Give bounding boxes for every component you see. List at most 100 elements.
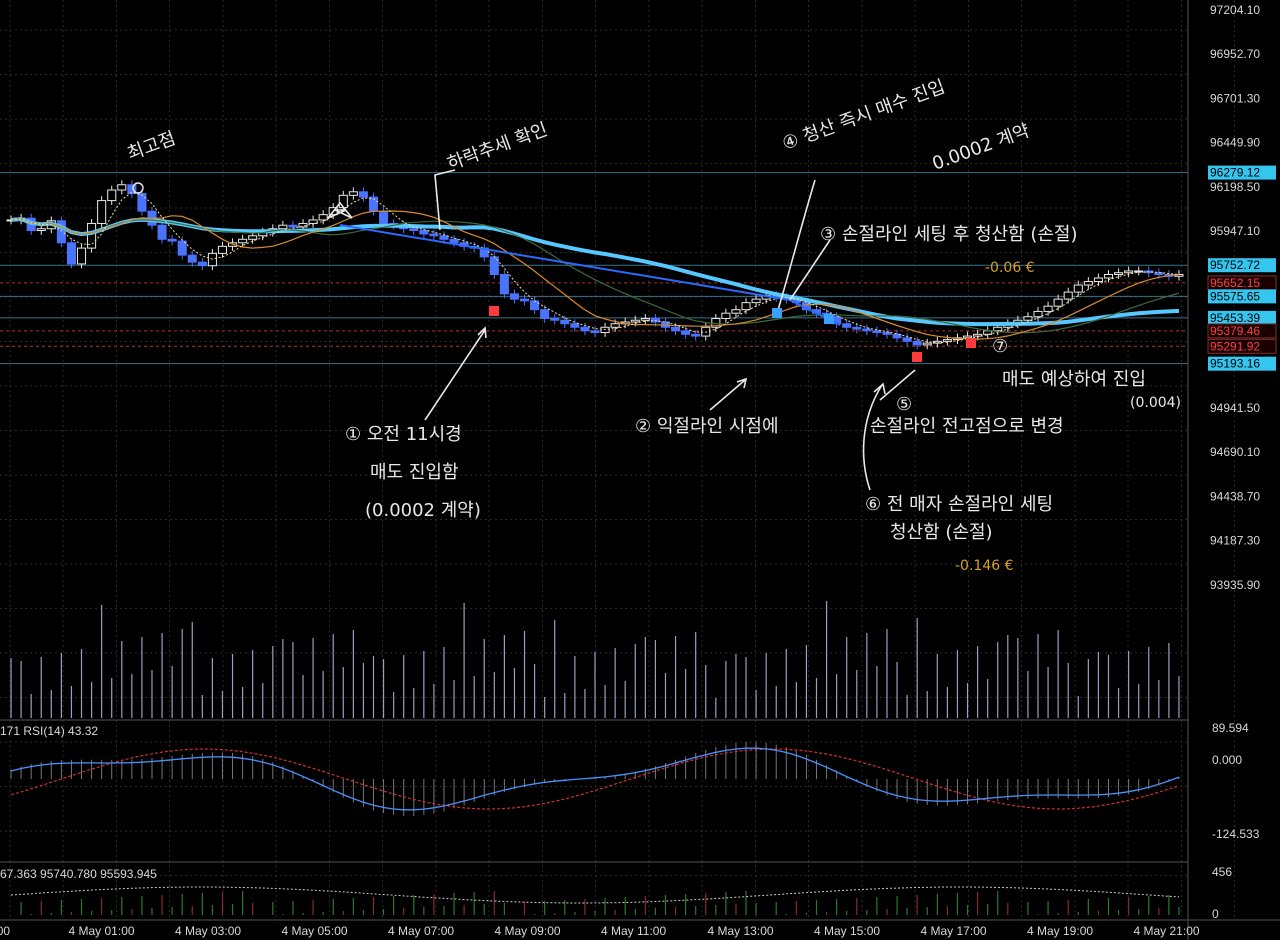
candle-body	[942, 339, 952, 342]
price-tag	[1208, 356, 1276, 371]
top-circle-icon	[132, 182, 144, 194]
rsi-panel: 171 RSI(14) 43.32 89.594 0.000 -124.533	[0, 721, 1260, 841]
price-tag	[1208, 165, 1276, 180]
arrow-6	[862, 382, 886, 491]
sell-marker-icon	[912, 352, 922, 362]
time-tick-label: 4 May 13:00	[708, 924, 774, 938]
candle-body	[570, 323, 580, 328]
candle-body	[862, 328, 872, 332]
time-axis: 2 23:00 4 May 01:00 4 May 03:00 4 May 05:00…	[0, 924, 1200, 938]
trend-line	[339, 224, 841, 326]
note-7b: 매도 예상하여 진입	[1002, 369, 1146, 390]
price-tag-label: 95291.92	[1210, 339, 1260, 353]
candle-body	[1063, 291, 1073, 300]
price-tick-label: 96198.50	[1210, 180, 1260, 194]
candle-body	[1124, 270, 1134, 274]
time-tick-label: 4 May 05:00	[282, 924, 348, 938]
candle-body	[932, 340, 942, 344]
candle-body	[691, 333, 701, 337]
price-tick-label: 96952.70	[1210, 47, 1260, 61]
candle-body	[852, 326, 862, 330]
candle-body	[288, 224, 298, 228]
buy-marker-icon	[772, 308, 782, 318]
time-tick-label: 4 May 19:00	[1027, 924, 1093, 938]
candle-body	[167, 238, 177, 242]
time-tick-label: 4 May 01:00	[69, 924, 135, 938]
time-tick-label: 4 May 11:00	[601, 924, 666, 938]
candle-body	[509, 293, 519, 300]
trade-markers	[489, 306, 976, 362]
candle-body	[187, 254, 197, 263]
note-2b: 손절라인 전고점으로 변경	[870, 416, 1064, 437]
candle-body	[550, 317, 560, 321]
candle-body	[882, 332, 892, 335]
note-4b: 0.0002 계약	[930, 120, 1033, 175]
candle-body	[560, 319, 570, 325]
candle-body	[56, 220, 66, 244]
price-axis: 97204.10 96952.70 96701.30 96449.90 96198.50…	[1210, 3, 1260, 592]
price-tick-label: 94941.50	[1210, 401, 1260, 415]
bottom-indicator-label: 67.363 95740.780 95593.945	[0, 867, 157, 881]
star-mark	[327, 201, 353, 219]
note-3: ③ 손절라인 세팅 후 청산함 (손절)	[820, 224, 1078, 245]
arrow-3	[789, 239, 831, 301]
candle-body	[530, 300, 540, 311]
price-tag-label: 95575.65	[1210, 289, 1260, 303]
candle-body	[238, 238, 248, 244]
trend-arrow	[434, 169, 456, 231]
candle-body	[76, 247, 87, 265]
time-tick-label: 4 May 09:00	[495, 924, 561, 938]
price-tag	[1208, 258, 1276, 273]
buy-marker-icon	[824, 314, 834, 324]
candle-body	[1083, 281, 1093, 286]
note-7: ⑦	[992, 336, 1008, 357]
candle-body	[1093, 277, 1103, 283]
candle-body	[872, 330, 882, 334]
time-tick-label: 4 May 17:00	[921, 924, 987, 938]
rsi-signal-line	[10, 748, 1180, 810]
rsi-label: 171 RSI(14) 43.32	[0, 724, 98, 738]
volume-bars	[10, 601, 1180, 718]
candle-body	[107, 189, 117, 202]
note-6b: 청산함 (손절)	[890, 522, 993, 543]
candle-body	[318, 214, 328, 221]
note-1b: 매도 진입함	[370, 462, 459, 483]
candle-body	[197, 261, 207, 267]
candle-body	[36, 228, 46, 231]
note-1: ① 오전 11시경	[345, 424, 462, 445]
candle-body	[671, 326, 681, 332]
candle-body	[66, 242, 76, 265]
price-tick-label: 95947.10	[1210, 224, 1260, 238]
candle-body	[499, 273, 509, 295]
rsi-tick-label: 89.594	[1212, 721, 1249, 735]
candle-body	[439, 235, 449, 240]
price-tag-label: 95652.15	[1210, 276, 1260, 290]
sell-marker-icon	[966, 338, 976, 348]
candle-body	[1033, 310, 1043, 318]
candle-body	[127, 184, 137, 195]
candle-body	[1103, 273, 1114, 279]
arrow-5	[879, 369, 916, 401]
candle-body	[1114, 272, 1124, 275]
candle-body	[338, 194, 348, 209]
candle-body	[419, 229, 429, 235]
note-trend: 하락추세 확인	[445, 119, 551, 175]
time-tick-label: 4 May 03:00	[175, 924, 241, 938]
price-tick-label: 96449.90	[1210, 136, 1260, 150]
note-3b: -0.06 €	[985, 260, 1035, 276]
arrow-4	[777, 179, 816, 311]
sell-marker-icon	[489, 306, 499, 316]
price-tick-label: 94438.70	[1210, 489, 1260, 503]
candle-body	[87, 222, 97, 249]
price-tick-label: 93935.90	[1210, 578, 1260, 592]
rsi-tick-label: 0.000	[1212, 753, 1242, 767]
candle-body	[962, 335, 973, 339]
candle-body	[298, 222, 308, 228]
candle-body	[842, 323, 852, 328]
price-tick-label: 94187.30	[1210, 534, 1260, 548]
note-6: ⑥ 전 매자 손절라인 세팅	[865, 494, 1053, 515]
candle-body	[117, 184, 127, 191]
